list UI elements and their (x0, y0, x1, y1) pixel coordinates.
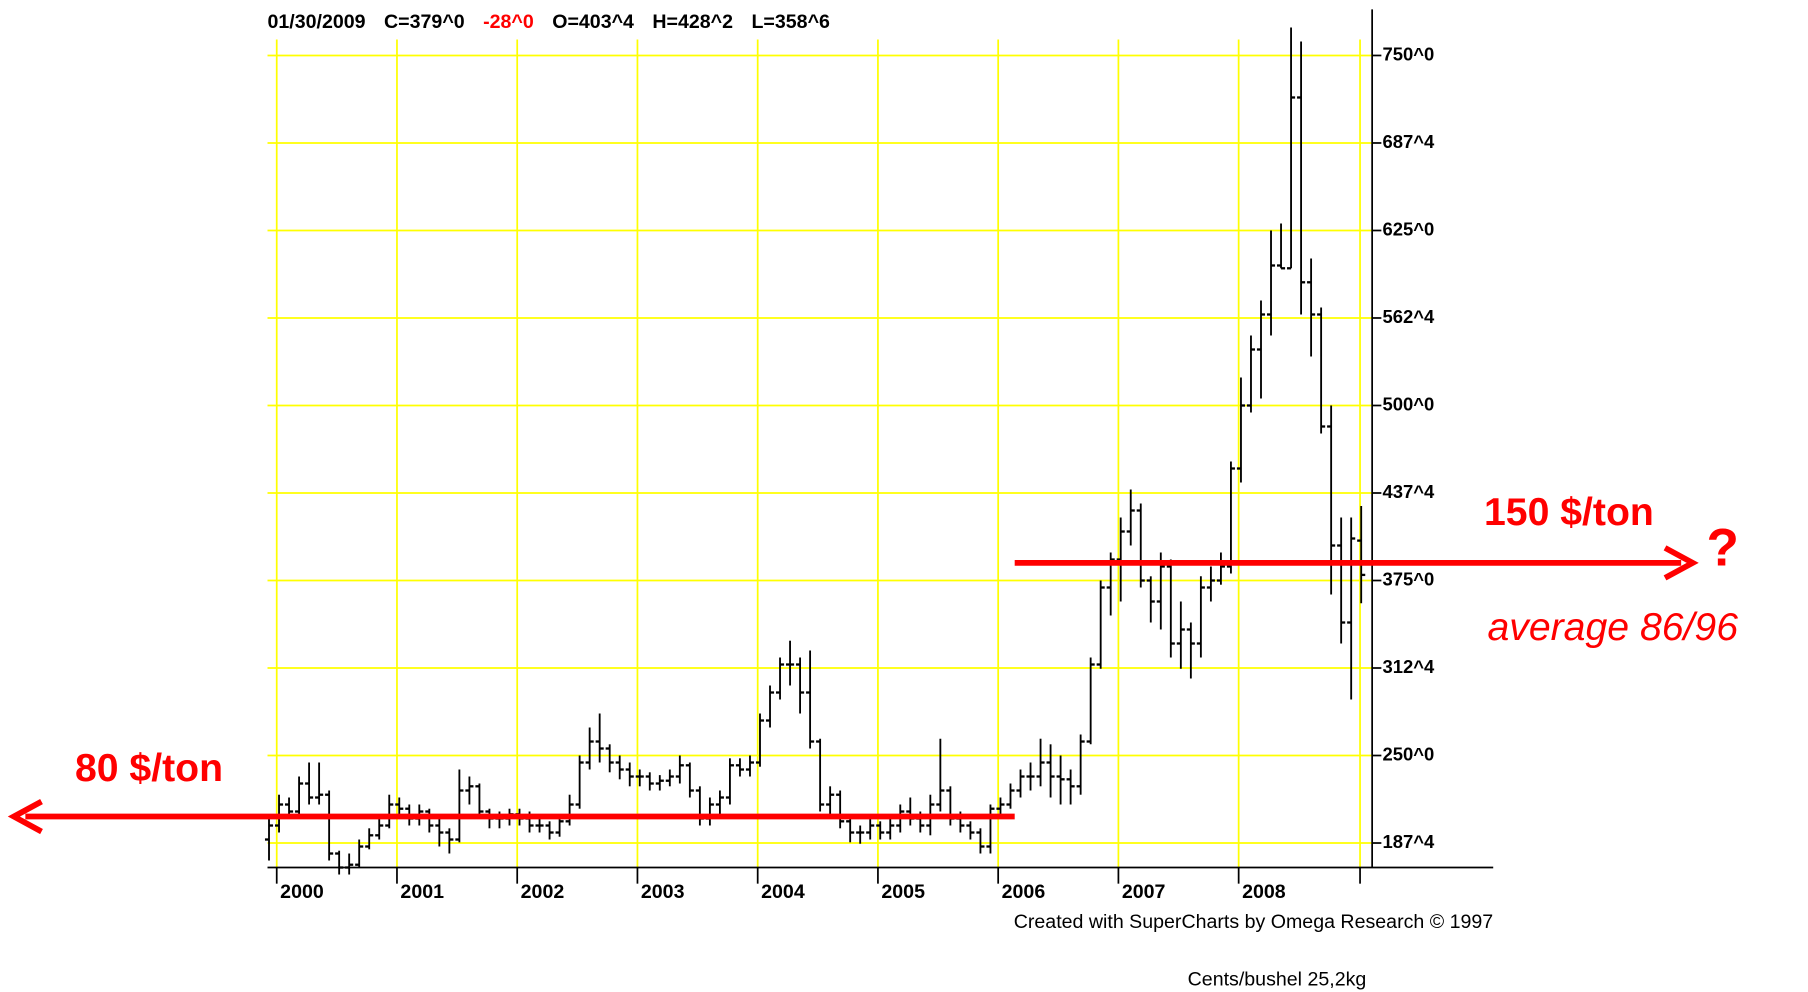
x-tick-label: 2001 (400, 881, 444, 903)
header-change: -28^0 (483, 11, 534, 33)
y-tick-label: 500^0 (1383, 393, 1435, 414)
y-tick-label: 187^4 (1383, 831, 1436, 852)
x-tick-label: 2007 (1122, 881, 1166, 903)
header: 01/30/2009 C=379^0 -28^0 O=403^4 H=428^2 L=35… (268, 11, 831, 33)
y-tick-label: 250^0 (1383, 743, 1435, 764)
y-tick-label: 687^4 (1383, 131, 1436, 152)
x-tick-label: 2006 (1002, 881, 1046, 903)
arrow-head (1663, 545, 1699, 581)
header-close: C=379^0 (384, 11, 465, 33)
header-date: 01/30/2009 (268, 11, 366, 33)
unit-note: Cents/bushel 25,2kg (1188, 968, 1367, 990)
annotation-label: 150 $/ton (1484, 491, 1654, 534)
y-tick-label: 562^4 (1383, 306, 1436, 327)
x-tick-label: 2004 (761, 881, 805, 903)
arrow-head (7, 799, 43, 835)
y-tick-label: 750^0 (1383, 43, 1435, 64)
header-low: L=358^6 (751, 11, 830, 33)
credit: Created with SuperCharts by Omega Resear… (1014, 911, 1493, 933)
header-high: H=428^2 (652, 11, 733, 33)
y-tick-label: 312^4 (1383, 656, 1436, 677)
y-tick-label: 625^0 (1383, 218, 1435, 239)
annotation-note: average 86/96 (1487, 606, 1738, 649)
header-open: O=403^4 (552, 11, 634, 33)
y-tick-label: 375^0 (1383, 568, 1435, 589)
x-tick-label: 2002 (521, 881, 565, 903)
x-tick-label: 2000 (280, 881, 324, 903)
x-tick-label: 2005 (881, 881, 925, 903)
x-tick-label: 2008 (1242, 881, 1286, 903)
annotation-mark: ? (1707, 518, 1739, 577)
x-tick-label: 2003 (641, 881, 685, 903)
annotation-label: 80 $/ton (75, 747, 223, 790)
y-tick-label: 437^4 (1383, 481, 1436, 502)
